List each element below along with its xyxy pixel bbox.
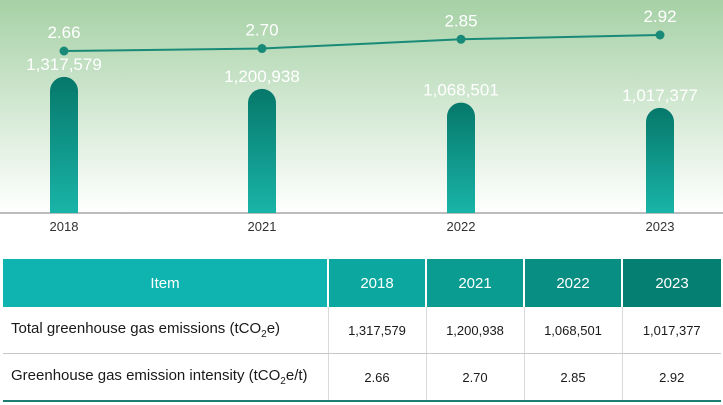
header-year: 2018	[328, 259, 427, 307]
table-row: Total greenhouse gas emissions (tCO2e) 1…	[3, 307, 721, 354]
data-table: Item 2018 2021 2022 2023 Total greenhous…	[3, 259, 721, 402]
table-cell: 2.66	[328, 353, 427, 402]
header-year: 2023	[622, 259, 721, 307]
table-cell: 2.85	[524, 353, 623, 402]
combo-chart: 1,317,579 1,200,938 1,068,501 1,017,377 2.66…	[0, 0, 723, 234]
header-item: Item	[3, 259, 329, 307]
line-point	[655, 30, 665, 40]
table-header-row: Item 2018 2021 2022 2023	[3, 259, 721, 307]
row-label: Greenhouse gas emission intensity (tCO2e…	[3, 353, 329, 402]
header-year: 2021	[426, 259, 525, 307]
x-tick-label: 2021	[248, 219, 277, 234]
bar-value-label: 1,317,579	[26, 55, 102, 74]
table-cell: 1,068,501	[524, 307, 623, 354]
x-tick-label: 2022	[447, 219, 476, 234]
line-value-label: 2.92	[643, 7, 676, 26]
row-label: Total greenhouse gas emissions (tCO2e)	[3, 307, 329, 354]
header-year: 2022	[524, 259, 623, 307]
chart-background	[0, 0, 723, 213]
line-point	[456, 34, 466, 44]
bar-value-label: 1,200,938	[224, 67, 300, 86]
bar	[248, 88, 276, 213]
table-cell: 2.70	[426, 353, 525, 402]
table-row: Greenhouse gas emission intensity (tCO2e…	[3, 353, 721, 402]
x-tick-label: 2018	[50, 219, 79, 234]
x-tick-label: 2023	[646, 219, 675, 234]
bar	[447, 102, 475, 213]
table-cell: 1,017,377	[622, 307, 721, 354]
table-cell: 1,317,579	[328, 307, 427, 354]
bar	[646, 107, 674, 213]
table-cell: 2.92	[622, 353, 721, 402]
line-value-label: 2.85	[444, 11, 477, 30]
line-point	[59, 46, 69, 56]
line-point	[257, 44, 267, 54]
bar-value-label: 1,068,501	[423, 81, 499, 100]
line-value-label: 2.66	[47, 23, 80, 42]
line-value-label: 2.70	[245, 21, 278, 40]
line-series	[63, 34, 661, 52]
table-cell: 1,200,938	[426, 307, 525, 354]
bar	[50, 76, 78, 213]
chart-area: 1,317,579 1,200,938 1,068,501 1,017,377 2.66…	[0, 0, 723, 234]
bar-value-label: 1,017,377	[622, 86, 698, 105]
